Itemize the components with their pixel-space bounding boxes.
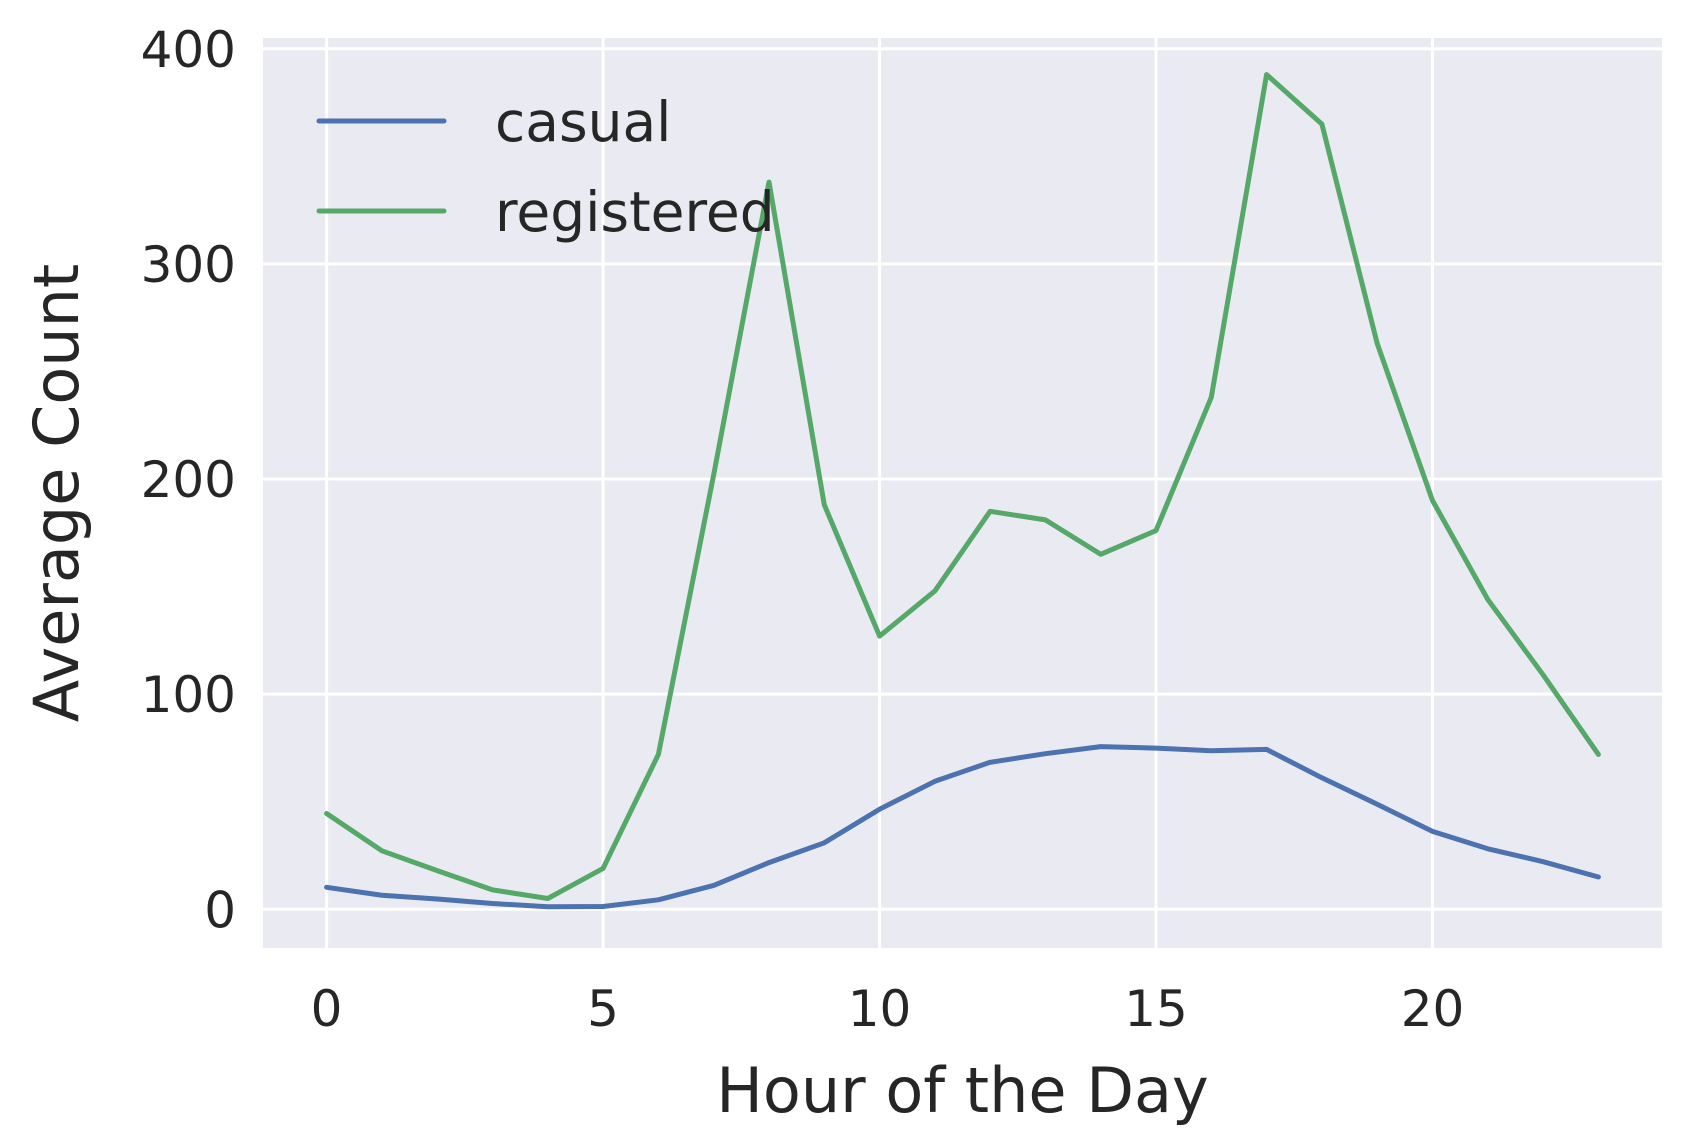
- y-tick-label: 400: [141, 21, 236, 79]
- x-tick-label: 10: [848, 980, 912, 1038]
- x-tick-label: 15: [1124, 980, 1188, 1038]
- x-tick-label: 0: [311, 980, 343, 1038]
- y-tick-label: 300: [141, 236, 236, 294]
- legend: casual registered: [316, 90, 775, 244]
- x-tick-label: 20: [1401, 980, 1465, 1038]
- y-tick-label: 100: [141, 666, 236, 724]
- series-lines: [324, 72, 1601, 910]
- series-line-registered: [324, 72, 1601, 901]
- y-axis-ticks: 0 100 200 300 400: [141, 21, 236, 940]
- legend-label-registered: registered: [495, 180, 775, 244]
- y-tick-label: 0: [204, 881, 236, 939]
- series-line-casual: [324, 744, 1601, 910]
- grid-lines: [263, 38, 1662, 948]
- y-tick-label: 200: [141, 451, 236, 509]
- x-axis-ticks: 0 5 10 15 20: [311, 980, 1465, 1038]
- plot-area: [263, 38, 1662, 948]
- x-tick-label: 5: [587, 980, 619, 1038]
- y-axis-label: Average Count: [20, 264, 93, 722]
- x-axis-label: Hour of the Day: [716, 1054, 1208, 1127]
- legend-label-casual: casual: [495, 90, 671, 154]
